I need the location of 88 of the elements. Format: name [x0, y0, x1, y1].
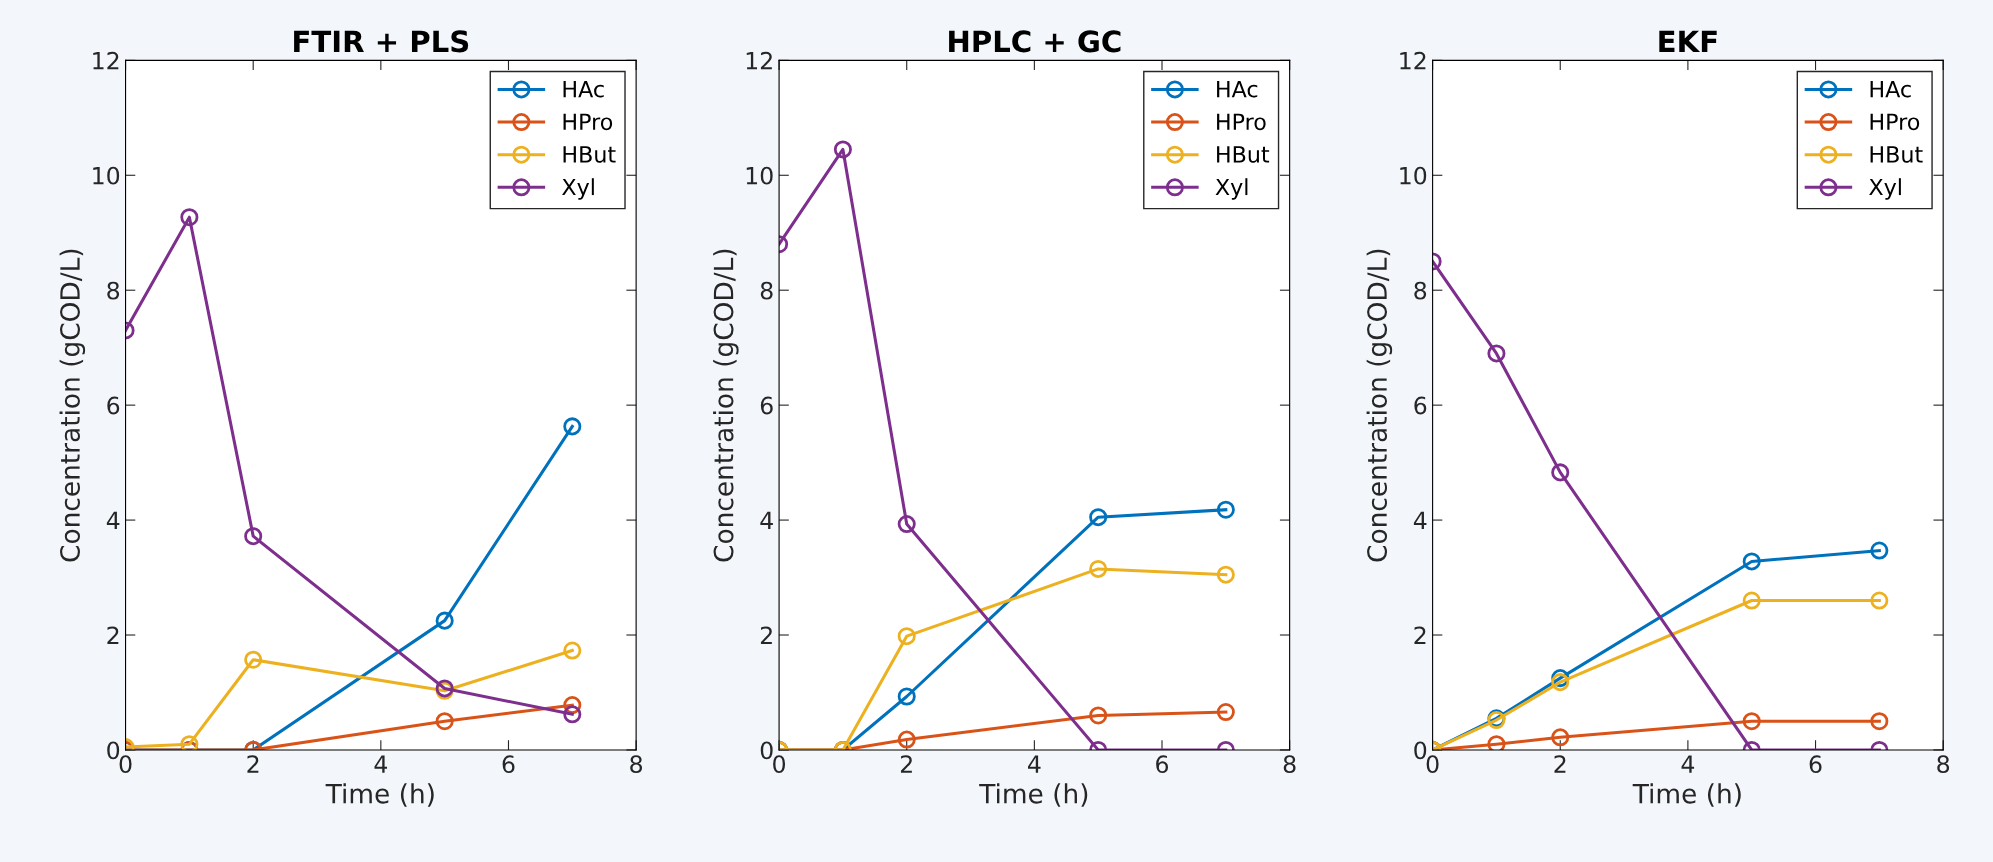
- point: [1551, 673, 1570, 692]
- y-tick-label: 0: [1414, 741, 1427, 760]
- y-tick-label: 8: [107, 281, 120, 300]
- y-tick-label: 10: [1400, 166, 1427, 185]
- x-tick-label: 2: [247, 755, 259, 773]
- point: [1089, 559, 1108, 578]
- legend-label: HAc: [563, 81, 604, 98]
- y-axis-title: Concentration (gCOD/L): [59, 249, 86, 562]
- point: [1551, 728, 1570, 747]
- x-tick-label: 6: [1156, 755, 1169, 774]
- x-axis-title: Time (h): [979, 783, 1088, 807]
- y-tick-label: 6: [107, 396, 120, 415]
- point: [563, 641, 582, 660]
- x-axis-title: Time (h): [1632, 783, 1741, 807]
- legend-label: HAc: [1870, 81, 1911, 98]
- point: [1216, 702, 1235, 722]
- legend-label: Xyl: [562, 178, 594, 200]
- y-tick-label: 2: [760, 626, 772, 644]
- point: [244, 527, 263, 546]
- legend-label: Xyl: [1869, 178, 1901, 200]
- point: [897, 687, 916, 706]
- point: [563, 705, 582, 724]
- point: [563, 417, 582, 436]
- y-tick-label: 4: [106, 511, 120, 530]
- point: [435, 611, 454, 630]
- point: [1089, 706, 1108, 725]
- y-tick-label: 8: [760, 281, 773, 300]
- x-tick-label: 8: [1283, 755, 1296, 774]
- point: [1870, 541, 1889, 560]
- x-tick-label: 0: [119, 755, 132, 774]
- y-tick-label: 0: [760, 741, 773, 760]
- x-tick-label: 0: [773, 755, 786, 774]
- y-tick-label: 4: [760, 511, 773, 530]
- point: [180, 208, 199, 227]
- legend-label: HBut: [563, 146, 616, 163]
- x-tick-label: 6: [1809, 755, 1822, 774]
- x-axis-title: Time (h): [325, 783, 434, 807]
- x-tick-label: 4: [1028, 755, 1041, 773]
- y-tick-label: 2: [107, 626, 119, 644]
- point: [244, 650, 263, 669]
- y-tick-label: 2: [1414, 626, 1426, 644]
- y-tick-label: 12: [746, 51, 772, 70]
- x-tick-label: 2: [1554, 755, 1566, 773]
- legend-label: Xyl: [1215, 178, 1248, 200]
- point: [1742, 712, 1761, 731]
- point: [1870, 591, 1889, 610]
- legend-label: HAc: [1217, 81, 1258, 98]
- point: [897, 627, 916, 646]
- chart-title: HPLC + GC: [949, 30, 1121, 53]
- point: [1870, 712, 1889, 731]
- y-tick-label: 4: [1413, 511, 1427, 530]
- chart-title: EKF: [1659, 30, 1717, 53]
- x-tick-label: 8: [1937, 755, 1950, 774]
- y-axis-title: Concentration (gCOD/L): [713, 249, 739, 562]
- x-tick-label: 4: [374, 755, 388, 773]
- chart-title: FTIR + PLS: [294, 30, 469, 53]
- y-tick-label: 8: [1414, 281, 1427, 300]
- point: [1551, 463, 1570, 482]
- point: [833, 140, 852, 159]
- point: [1216, 565, 1235, 584]
- x-tick-label: 8: [630, 755, 643, 774]
- point: [1216, 500, 1235, 519]
- y-tick-label: 0: [107, 741, 120, 760]
- point: [897, 730, 916, 749]
- y-tick-label: 10: [746, 166, 773, 185]
- legend-label: HPro: [563, 113, 613, 131]
- point: [897, 515, 916, 534]
- y-tick-label: 12: [1400, 51, 1426, 70]
- point: [1089, 508, 1108, 527]
- legend-label: HPro: [1870, 113, 1920, 131]
- point: [1742, 552, 1761, 571]
- point: [1487, 344, 1506, 363]
- x-tick-label: 2: [900, 755, 912, 773]
- x-tick-label: 4: [1681, 755, 1695, 773]
- legend-label: HBut: [1217, 146, 1270, 163]
- point: [435, 712, 454, 731]
- x-tick-label: 0: [1426, 755, 1439, 774]
- point: [180, 735, 199, 750]
- y-tick-label: 6: [760, 396, 773, 415]
- y-tick-label: 6: [1414, 396, 1427, 415]
- y-axis-title: Concentration (gCOD/L): [1366, 249, 1393, 562]
- point: [1742, 591, 1761, 610]
- x-tick-label: 6: [502, 755, 515, 774]
- legend-label: HPro: [1217, 113, 1266, 131]
- point: [1487, 735, 1506, 750]
- legend-label: HBut: [1870, 146, 1923, 163]
- y-tick-label: 12: [93, 51, 119, 70]
- y-tick-label: 10: [93, 166, 120, 185]
